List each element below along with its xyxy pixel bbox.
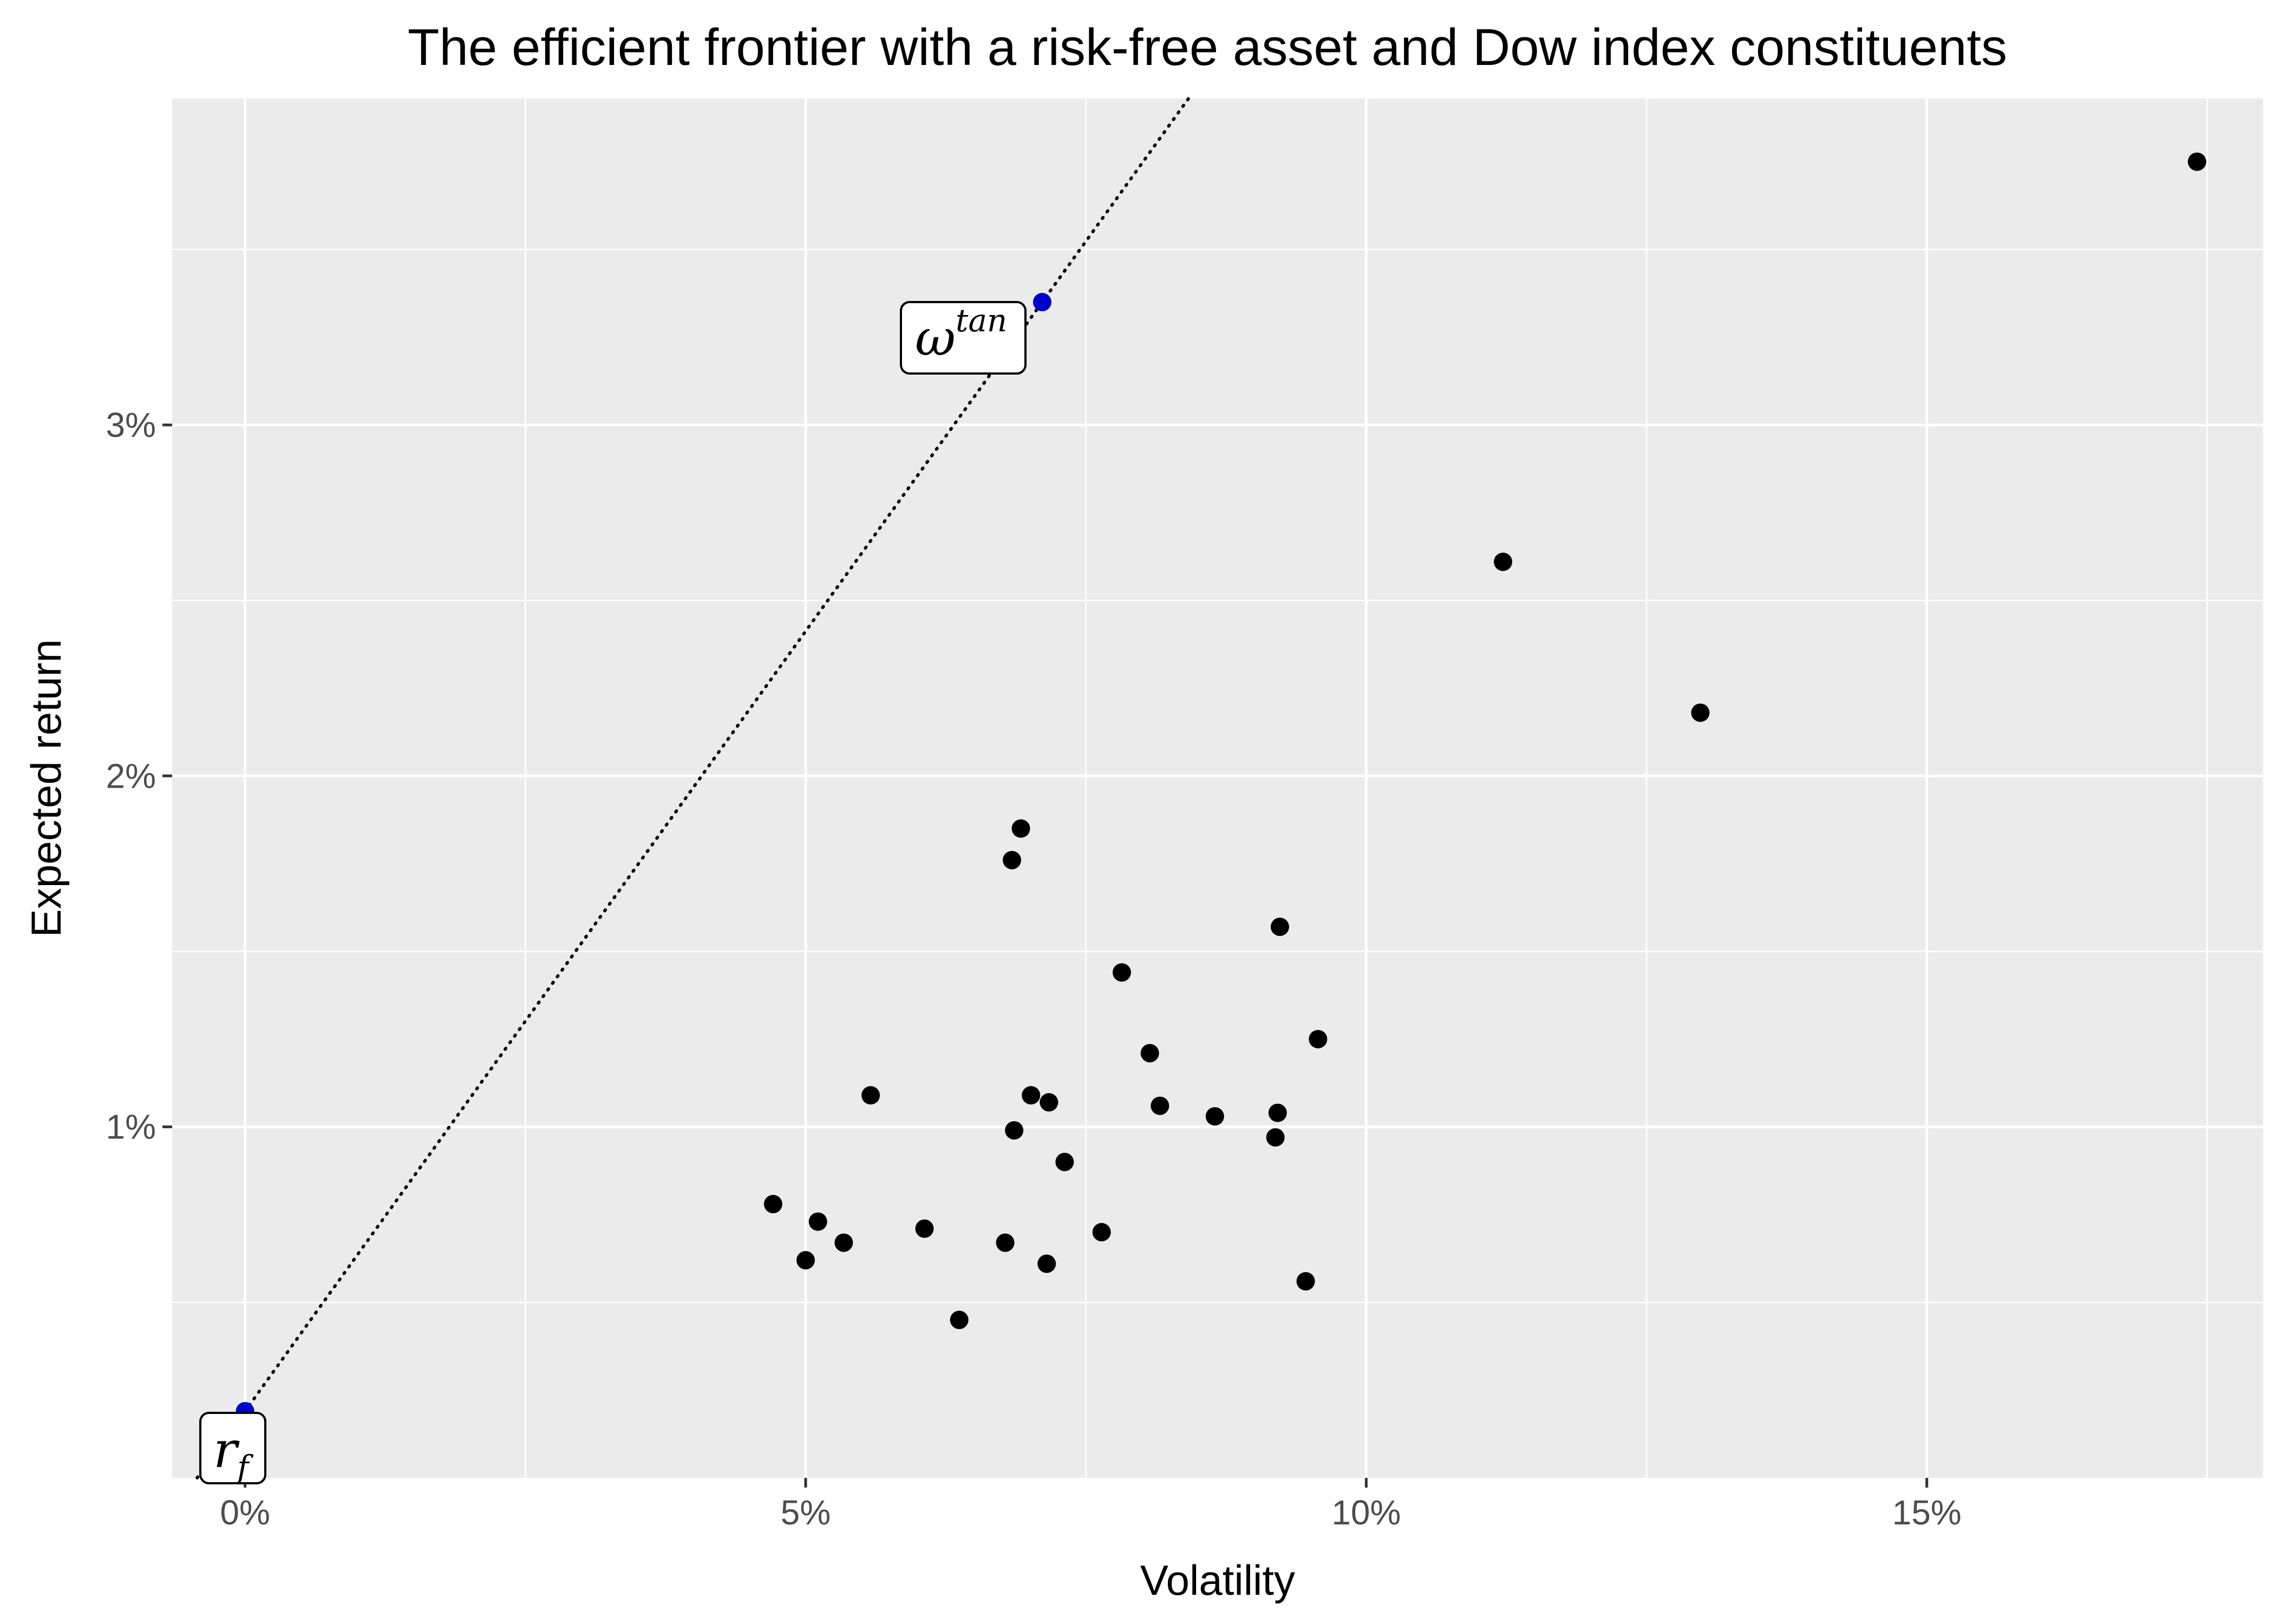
y-tick-label: 2% [106, 756, 156, 795]
risk-free-label-symbol: r [213, 1421, 240, 1479]
data-point [1022, 1086, 1041, 1105]
major-grid [172, 99, 2263, 1478]
tangency-point [1033, 293, 1051, 312]
data-point [1205, 1107, 1224, 1126]
tangency-annotation: ωtan [900, 301, 1027, 375]
data-point [1005, 1121, 1024, 1140]
data-point [1140, 1044, 1159, 1063]
data-point [1266, 1128, 1285, 1147]
risk-free-annotation: rf [199, 1412, 266, 1485]
chart-title: The efficient frontier with a risk-free … [408, 18, 2007, 76]
data-point [1691, 703, 1710, 722]
data-points [763, 152, 2206, 1330]
data-point [796, 1251, 815, 1270]
x-tick-label: 0% [220, 1493, 270, 1532]
x-axis-title: Volatility [1140, 1556, 1295, 1604]
data-point [996, 1233, 1015, 1252]
data-point [1112, 963, 1131, 982]
x-tick-label: 15% [1892, 1493, 1962, 1532]
data-point [861, 1086, 880, 1105]
data-point [915, 1219, 934, 1238]
data-point [2187, 152, 2206, 171]
x-tick-label: 10% [1331, 1493, 1401, 1532]
data-point [808, 1212, 827, 1231]
data-point [1309, 1030, 1328, 1049]
data-point [1092, 1223, 1111, 1242]
y-tick-label: 3% [106, 405, 156, 444]
data-point [1055, 1152, 1074, 1171]
data-point [1011, 819, 1030, 838]
data-point [834, 1233, 853, 1252]
data-point [1003, 850, 1022, 869]
y-axis-title: Expected return [22, 639, 70, 938]
data-point [1151, 1096, 1169, 1115]
data-point [1268, 1103, 1287, 1122]
tangency-label-superscript: tan [956, 302, 1007, 339]
tangency-label: ωtan [915, 302, 1007, 367]
data-point [1296, 1272, 1315, 1291]
x-tick-label: 5% [781, 1493, 831, 1532]
data-point [1270, 918, 1289, 937]
data-point [1040, 1093, 1058, 1112]
y-tick-label: 1% [106, 1108, 156, 1147]
minor-grid [172, 99, 2263, 1478]
data-point [1037, 1254, 1056, 1273]
data-point [950, 1311, 969, 1330]
data-point [763, 1195, 782, 1214]
tangency-label-symbol: ω [915, 309, 956, 367]
plot-panel [172, 99, 2263, 1478]
data-point [1494, 552, 1513, 571]
x-axis-ticks: 0% 5% 10% 15% [220, 1478, 1962, 1532]
y-axis-ticks: 1% 2% 3% [106, 405, 172, 1147]
tangency-label-box [900, 301, 1027, 375]
risk-free-label-box [199, 1412, 266, 1484]
